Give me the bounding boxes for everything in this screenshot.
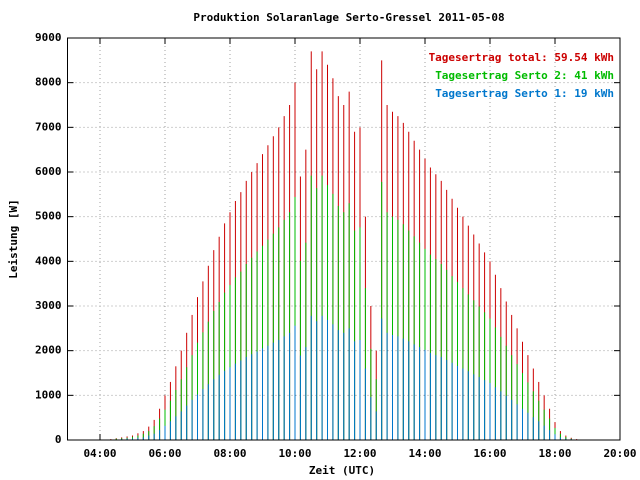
y-tick-label: 0 [55,433,62,446]
y-tick-label: 7000 [35,120,62,133]
y-tick-label: 2000 [35,344,62,357]
x-tick-label: 04:00 [83,447,116,460]
x-tick-label: 08:00 [213,447,246,460]
plot-frame [67,37,621,441]
x-tick-label: 14:00 [408,447,441,460]
x-tick-label: 20:00 [603,447,636,460]
legend-entry: Tagesertrag Serto 1: 19 kWh [435,87,614,100]
x-axis-label: Zeit (UTC) [309,464,375,477]
x-tick-label: 18:00 [538,447,571,460]
y-tick-label: 6000 [35,165,62,178]
y-axis-label: Leistung [W] [7,199,20,278]
y-tick-label: 4000 [35,254,62,267]
y-tick-label: 8000 [35,76,62,89]
x-tick-label: 16:00 [473,447,506,460]
y-tick-label: 9000 [35,31,62,44]
chart-title: Produktion Solaranlage Serto-Gressel 201… [193,11,504,24]
legend-entry: Tagesertrag Serto 2: 41 kWh [435,69,614,82]
y-tick-label: 1000 [35,388,62,401]
x-tick-label: 10:00 [278,447,311,460]
x-tick-label: 06:00 [148,447,181,460]
legend-entry: Tagesertrag total: 59.54 kWh [429,51,614,64]
y-tick-label: 5000 [35,210,62,223]
x-tick-label: 12:00 [343,447,376,460]
y-tick-label: 3000 [35,299,62,312]
